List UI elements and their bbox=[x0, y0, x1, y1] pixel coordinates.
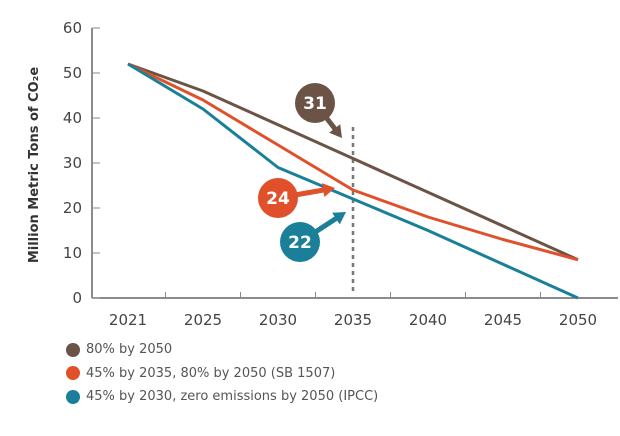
y-tick-label: 60 bbox=[63, 19, 82, 37]
y-tick-label: 40 bbox=[63, 109, 82, 127]
x-tick-label: 2045 bbox=[484, 311, 522, 329]
x-tick-label: 2030 bbox=[259, 311, 297, 329]
series-line-2 bbox=[127, 62, 579, 300]
x-tick-label: 2025 bbox=[184, 311, 222, 329]
y-tick-label: 20 bbox=[63, 199, 82, 217]
x-tick-label: 2035 bbox=[334, 311, 372, 329]
series-line-1 bbox=[127, 62, 579, 262]
annotation-badge bbox=[295, 83, 335, 123]
x-tick-label: 2050 bbox=[559, 311, 597, 329]
legend-label: 45% by 2035, 80% by 2050 (SB 1507) bbox=[86, 365, 336, 381]
x-tick-label: 2021 bbox=[109, 311, 147, 329]
legend-swatch bbox=[66, 366, 80, 381]
legend-item: 45% by 2030, zero emissions by 2050 (IPC… bbox=[66, 385, 378, 409]
y-tick-label: 50 bbox=[63, 64, 82, 82]
annotation-arrowhead bbox=[329, 124, 342, 138]
annotation-label: 22 bbox=[288, 233, 312, 253]
annotation-arrowhead bbox=[321, 183, 335, 197]
y-axis-label: Million Metric Tons of CO₂e bbox=[27, 67, 42, 264]
y-tick-label: 0 bbox=[72, 289, 82, 307]
legend-item: 45% by 2035, 80% by 2050 (SB 1507) bbox=[66, 362, 378, 386]
legend-label: 80% by 2050 bbox=[86, 342, 173, 358]
annotation-badge bbox=[258, 178, 298, 218]
series-line-0 bbox=[127, 62, 579, 262]
legend-swatch bbox=[66, 342, 80, 357]
annotation-label: 31 bbox=[303, 94, 327, 114]
annotation-label: 24 bbox=[266, 189, 290, 209]
annotation-arrowhead bbox=[332, 212, 346, 225]
x-tick-label: 2040 bbox=[409, 311, 447, 329]
legend: 80% by 2050 45% by 2035, 80% by 2050 (SB … bbox=[66, 338, 378, 409]
y-tick-label: 10 bbox=[63, 244, 82, 262]
legend-item: 80% by 2050 bbox=[66, 338, 378, 362]
y-tick-label: 30 bbox=[63, 154, 82, 172]
legend-swatch bbox=[66, 389, 80, 404]
legend-label: 45% by 2030, zero emissions by 2050 (IPC… bbox=[86, 389, 379, 405]
annotation-badge bbox=[280, 222, 320, 262]
